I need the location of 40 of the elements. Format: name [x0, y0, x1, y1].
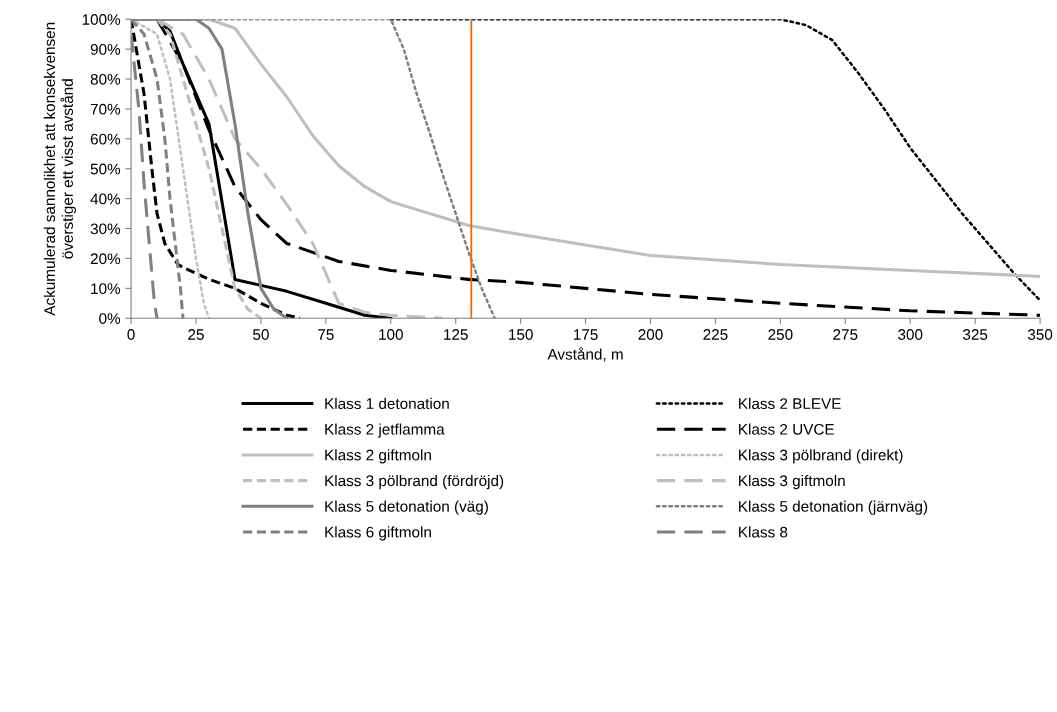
y-tick-label: 20% — [90, 253, 121, 265]
x-tick-label: 0 — [127, 329, 135, 340]
y-tick-label: 100% — [82, 14, 121, 25]
x-tick-label: 75 — [318, 329, 334, 340]
legend-label: Klass 2 UVCE — [739, 423, 834, 435]
y-tick-label: 30% — [90, 223, 121, 235]
legend-label: Klass 8 — [739, 526, 788, 538]
legend-label: Klass 3 pölbrand (direkt) — [739, 449, 903, 464]
x-tick-label: 350 — [1027, 329, 1053, 340]
legend-label: Klass 5 detonation (järnväg) — [739, 500, 928, 515]
x-tick-label: 25 — [188, 329, 204, 340]
legend-label: Klass 6 giftmoln — [325, 526, 431, 541]
y-tick-label: 0% — [99, 313, 121, 324]
y-tick-label: 80% — [90, 73, 121, 85]
x-tick-label: 50 — [253, 329, 269, 340]
y-tick-label: 10% — [91, 283, 121, 295]
x-tick-label: 125 — [444, 329, 468, 340]
y-tick-label: 50% — [90, 163, 121, 175]
legend-label: Klass 2 BLEVE — [739, 397, 841, 410]
x-tick-label: 100 — [379, 329, 403, 340]
x-tick-label: 200 — [638, 329, 663, 340]
legend-label: Klass 1 detonation — [325, 397, 449, 410]
y-tick-label: 90% — [90, 44, 121, 55]
legend-label: Klass 2 jetflamma — [325, 423, 445, 438]
x-tick-label: 300 — [898, 329, 923, 340]
x-tick-label: 325 — [963, 329, 988, 340]
x-tick-label: 175 — [574, 329, 598, 340]
y-tick-label: 60% — [90, 133, 121, 145]
legend-label: Klass 5 detonation (väg) — [325, 500, 488, 515]
y-tick-label: 40% — [90, 193, 121, 205]
x-tick-label: 150 — [509, 329, 533, 340]
y-tick-label: 70% — [90, 103, 121, 115]
x-tick-label: 225 — [703, 329, 728, 340]
x-axis-title: Avstånd, m — [547, 347, 623, 362]
x-tick-label: 275 — [833, 329, 858, 340]
legend-label: Klass 2 giftmoln — [325, 449, 431, 464]
y-axis-title: Ackumulerad sannolikhet att konsekvensen överstiger ett visst avstånd — [43, 22, 77, 316]
x-tick-label: 250 — [768, 329, 793, 340]
legend-label: Klass 3 giftmoln — [739, 474, 845, 490]
legend-label: Klass 3 pölbrand (fördröjd) — [325, 474, 504, 490]
